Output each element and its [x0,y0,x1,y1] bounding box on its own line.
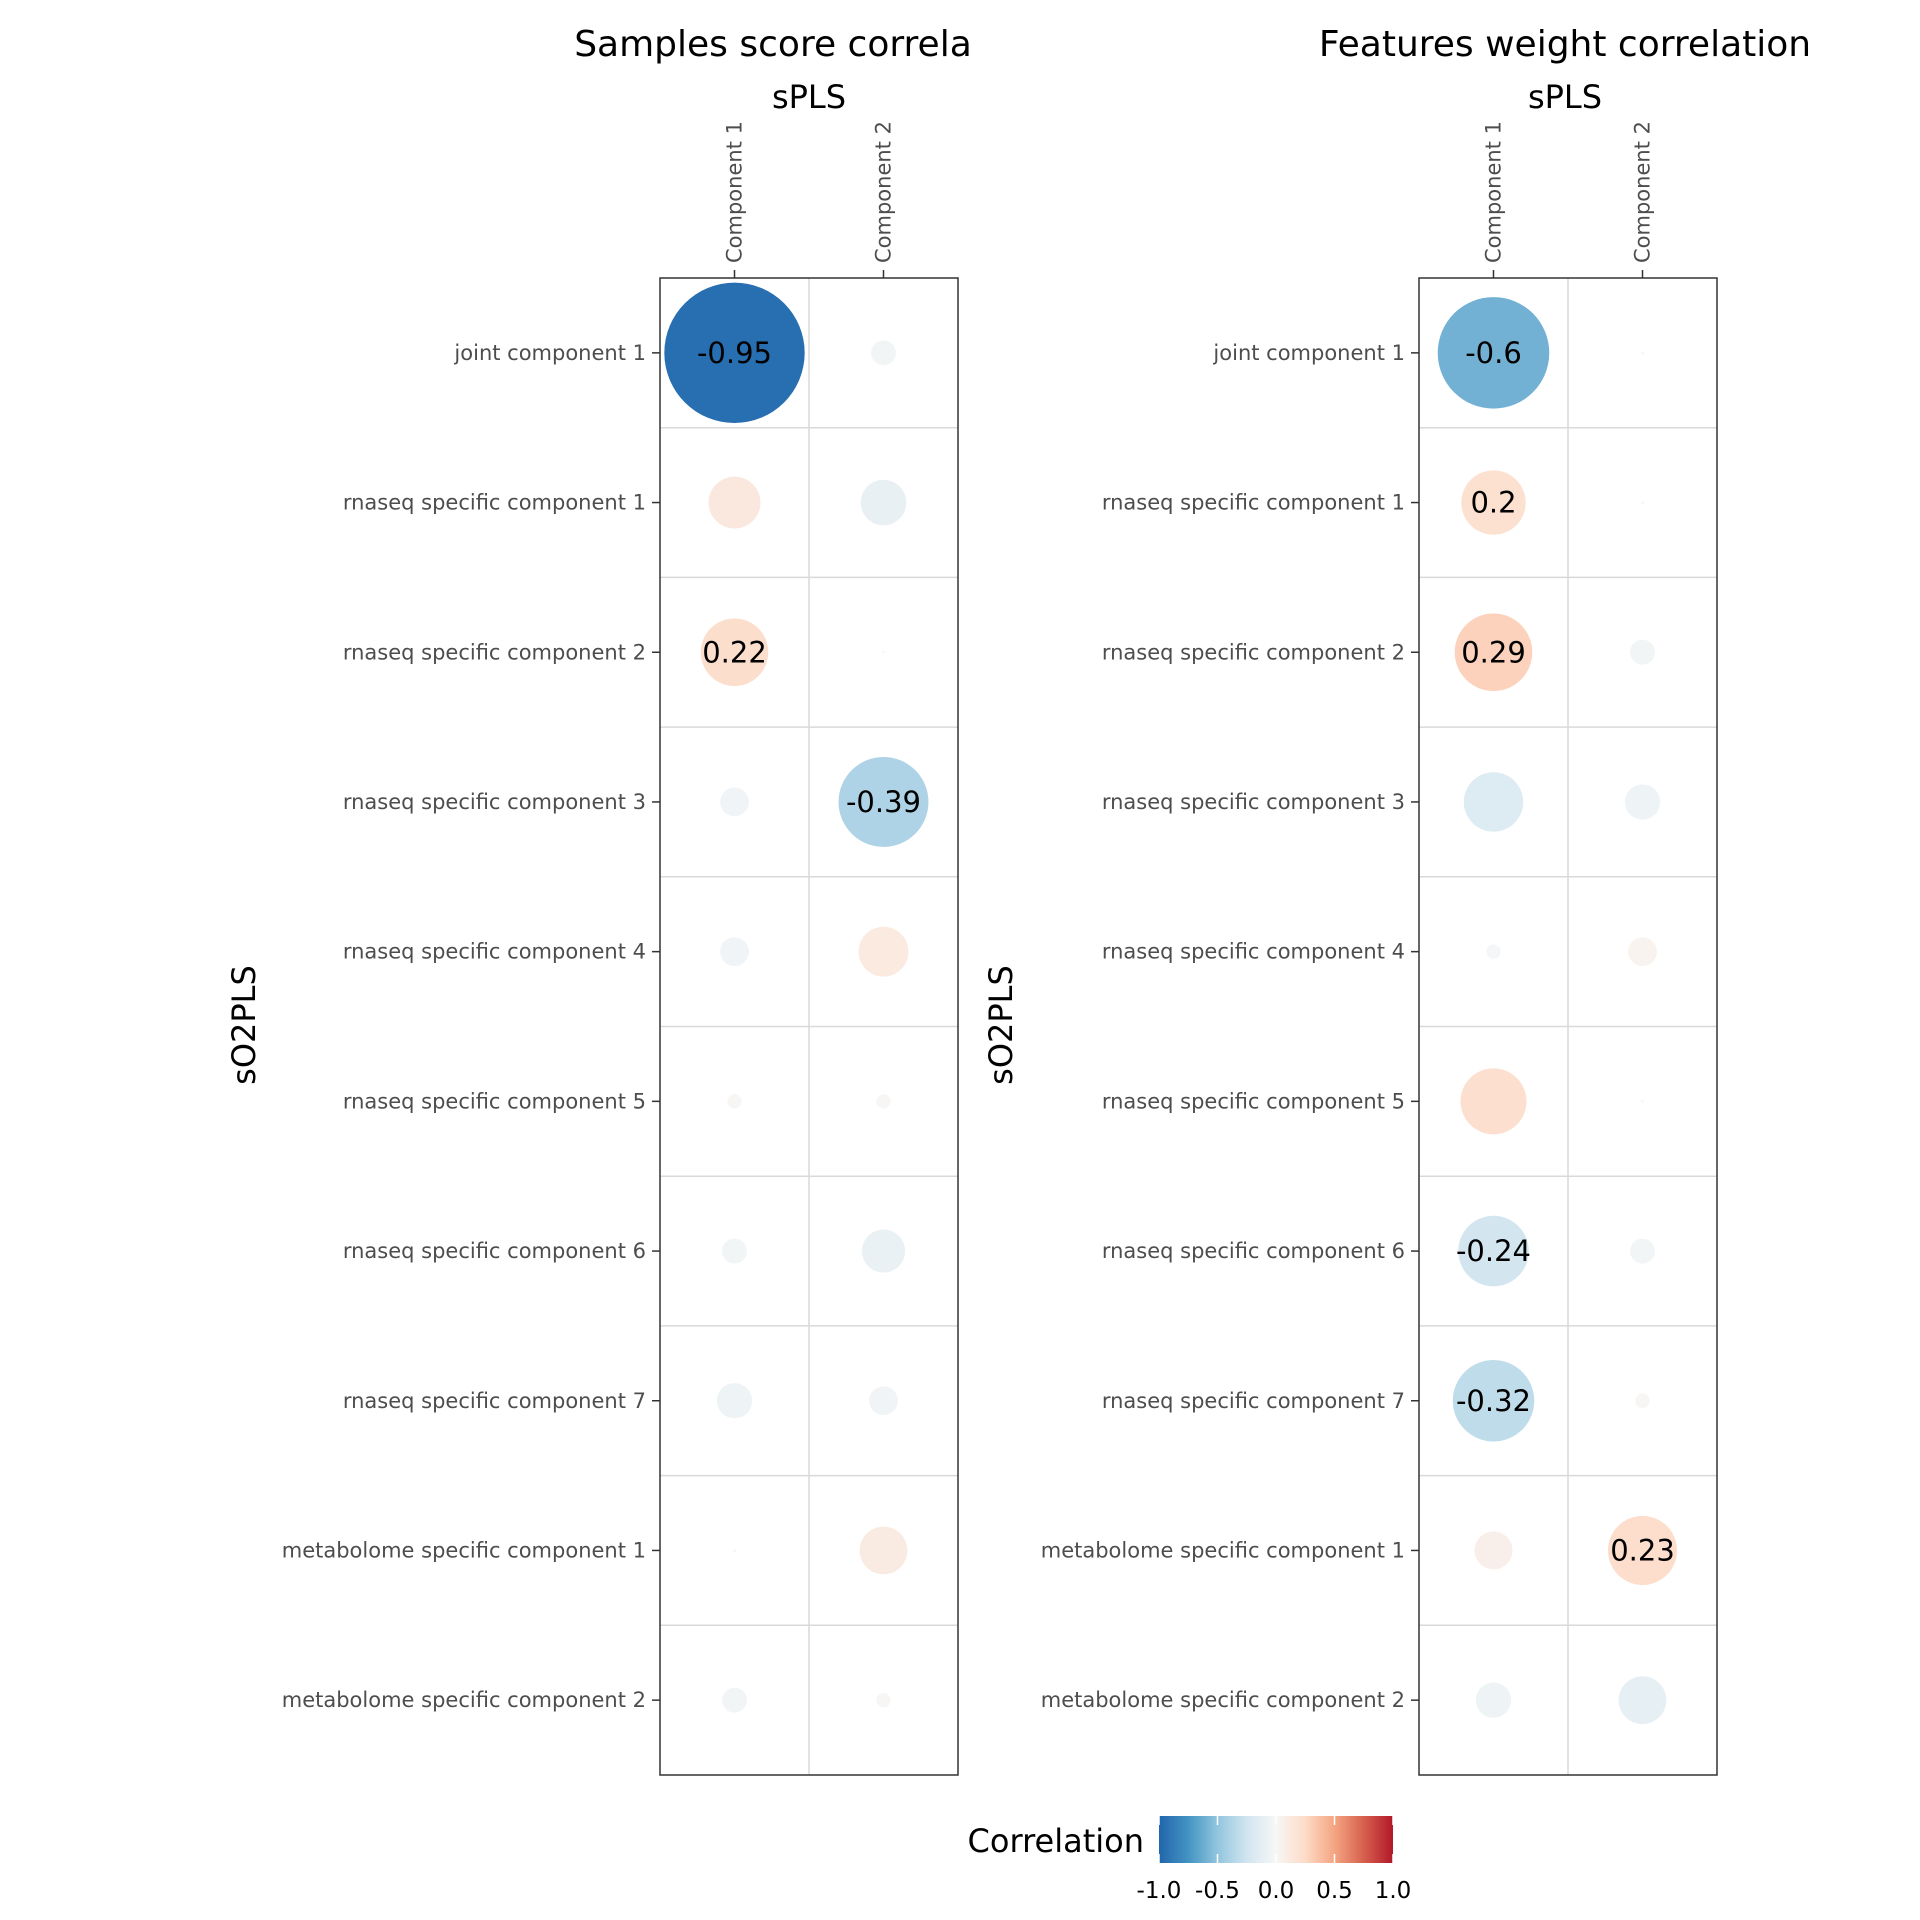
legend-tick-label: 0.5 [1316,1878,1353,1904]
correlation-circle [733,1548,736,1552]
correlation-circle [1454,613,1533,692]
correlation-circle [716,1383,753,1419]
y-axis-label: sO2PLS [225,965,263,1085]
column-label: Component 2 [872,121,896,263]
panel-border [1418,277,1718,1776]
correlation-circle [664,282,805,424]
correlation-circle [876,1094,891,1109]
correlation-circle [1628,937,1657,967]
row-label: metabolome specific component 2 [1041,1688,1405,1712]
correlation-circle [861,1229,906,1273]
correlation-circle [720,937,749,967]
correlation-circle [1630,1238,1655,1264]
cell-value-label: -0.95 [697,336,772,370]
cell-value-label: 0.23 [1610,1533,1675,1567]
row-label: joint component 1 [1212,341,1405,365]
cell-value-label: -0.39 [846,785,921,819]
correlation-circle [1463,772,1524,832]
correlation-circle [1437,297,1550,409]
row-label: rnaseq specific component 1 [1102,491,1405,515]
legend-tick-label: 1.0 [1375,1878,1412,1904]
samples-score-panel: Samples score correla sPLS sO2PLS joint … [225,24,972,1776]
panel-title: Features weight correlation [1319,24,1811,65]
correlation-circle [1458,1215,1529,1287]
legend-title: Correlation [968,1822,1144,1860]
correlation-circle [700,618,769,687]
row-label: rnaseq specific component 4 [343,940,646,964]
correlation-circle [722,1238,747,1264]
row-label: metabolome specific component 2 [282,1688,646,1712]
correlation-circle [722,1687,747,1713]
correlation-circle [1474,1531,1513,1570]
correlation-circle [860,479,907,526]
row-label: rnaseq specific component 2 [343,640,646,664]
panel-title: Samples score correla [574,24,972,65]
cell-value-label: 0.29 [1461,635,1526,669]
column-label: Component 2 [1631,121,1655,263]
cell-value-label: -0.6 [1465,336,1522,370]
row-label: rnaseq specific component 1 [343,491,646,515]
correlation-circle [882,650,885,654]
row-label: rnaseq specific component 2 [1102,640,1405,664]
row-label: rnaseq specific component 3 [1102,790,1405,814]
column-label: Component 1 [723,121,747,263]
row-label: rnaseq specific component 7 [343,1389,646,1413]
correlation-circle [727,1094,742,1109]
correlation-circle [1486,944,1501,959]
correlation-circle [708,476,761,529]
row-label: rnaseq specific component 3 [343,790,646,814]
correlation-circle [1607,1515,1678,1585]
column-label: Component 1 [1482,121,1506,263]
column-strip-label: sPLS [1528,78,1602,116]
correlation-circle [1635,1393,1650,1408]
cell-value-label: 0.22 [702,635,767,669]
row-label: rnaseq specific component 5 [343,1089,646,1113]
legend-tick-label: -1.0 [1137,1878,1182,1904]
correlation-circle [1452,1360,1535,1442]
cell-value-label: 0.2 [1470,486,1516,520]
correlation-circle [871,340,896,366]
row-label: rnaseq specific component 5 [1102,1089,1405,1113]
column-strip-label: sPLS [772,78,846,116]
cell-value-label: -0.24 [1456,1234,1531,1268]
legend-tick-label: 0.0 [1258,1878,1295,1904]
correlation-circle [1460,1068,1527,1135]
correlation-circle [859,1526,908,1575]
correlation-circle [1641,1099,1644,1103]
features-weight-panel: Features weight correlation sPLS sO2PLS … [982,24,1811,1776]
correlation-circle [1630,639,1655,665]
correlation-circle [1641,351,1644,355]
row-label: rnaseq specific component 7 [1102,1389,1405,1413]
correlation-circle [838,756,929,847]
correlation-circle [869,1386,898,1416]
legend-tick-label: -0.5 [1195,1878,1240,1904]
correlation-circle [1641,501,1644,505]
cell-value-label: -0.32 [1456,1384,1531,1418]
correlation-circle [1475,1682,1512,1718]
panel-border [659,277,959,1776]
row-label: rnaseq specific component 6 [1102,1239,1405,1263]
correlation-circle [858,926,909,977]
row-label: joint component 1 [453,341,646,365]
correlation-circle [720,787,749,817]
correlation-legend: Correlation -1.0 -0.5 0.0 0.5 1.0 [968,1816,1412,1904]
correlation-circle [1624,784,1661,820]
row-label: rnaseq specific component 4 [1102,940,1405,964]
correlation-circle [876,1692,891,1708]
row-label: metabolome specific component 1 [282,1538,646,1562]
correlation-circle [1461,470,1526,535]
correlation-circle [1618,1676,1667,1725]
y-axis-label: sO2PLS [982,965,1020,1085]
row-label: rnaseq specific component 6 [343,1239,646,1263]
row-label: metabolome specific component 1 [1041,1538,1405,1562]
